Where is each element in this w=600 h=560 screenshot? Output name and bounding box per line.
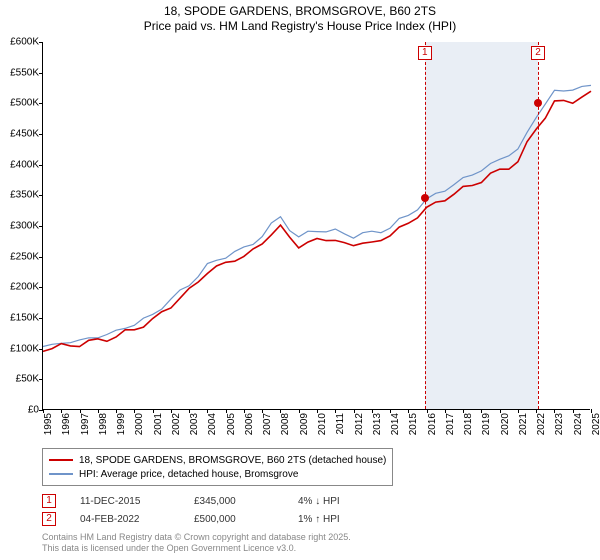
event-row: 1 11-DEC-2015 £345,000 4% ↓ HPI: [42, 492, 340, 510]
chart-lines: [43, 42, 590, 409]
event-date: 04-FEB-2022: [80, 514, 170, 525]
marker-vline: [425, 42, 426, 409]
x-axis-tick-label: 2001: [153, 413, 164, 435]
x-axis-tick-label: 2000: [134, 413, 145, 435]
y-axis-tick-label: £550K: [10, 67, 39, 78]
marker-label-box: 1: [418, 46, 432, 60]
x-axis-tick-label: 2015: [408, 413, 419, 435]
chart-title-line2: Price paid vs. HM Land Registry's House …: [0, 19, 600, 33]
marker-label-box: 2: [531, 46, 545, 60]
chart-title-line1: 18, SPODE GARDENS, BROMSGROVE, B60 2TS: [0, 4, 600, 18]
x-axis-tick-label: 2019: [481, 413, 492, 435]
x-axis-tick-label: 1995: [43, 413, 54, 435]
event-marker-num: 1: [42, 494, 56, 508]
legend-item: HPI: Average price, detached house, Brom…: [49, 467, 386, 481]
y-axis-tick-label: £150K: [10, 313, 39, 324]
event-delta: 1% ↑ HPI: [298, 514, 340, 525]
event-marker-num: 2: [42, 512, 56, 526]
y-axis-tick-label: £200K: [10, 282, 39, 293]
y-axis-tick-label: £0: [28, 405, 39, 416]
marker-dot: [534, 99, 542, 107]
x-axis-tick-label: 2013: [372, 413, 383, 435]
chart-container: 18, SPODE GARDENS, BROMSGROVE, B60 2TS P…: [0, 0, 600, 560]
legend: 18, SPODE GARDENS, BROMSGROVE, B60 2TS (…: [42, 448, 393, 486]
legend-label: 18, SPODE GARDENS, BROMSGROVE, B60 2TS (…: [79, 455, 386, 466]
footer: Contains HM Land Registry data © Crown c…: [42, 532, 351, 554]
y-axis-tick-label: £300K: [10, 221, 39, 232]
x-axis-tick-label: 2002: [171, 413, 182, 435]
x-axis-tick-label: 2003: [189, 413, 200, 435]
x-axis-tick-label: 2010: [317, 413, 328, 435]
y-axis-tick-label: £350K: [10, 190, 39, 201]
x-axis-tick-label: 2008: [280, 413, 291, 435]
x-axis-tick-label: 2018: [463, 413, 474, 435]
x-axis-tick-label: 2020: [500, 413, 511, 435]
x-axis-tick-label: 2016: [427, 413, 438, 435]
y-axis-tick-label: £450K: [10, 129, 39, 140]
chart-title-block: 18, SPODE GARDENS, BROMSGROVE, B60 2TS P…: [0, 0, 600, 33]
y-axis-tick-label: £50K: [16, 374, 39, 385]
series-line: [43, 85, 591, 346]
footer-line1: Contains HM Land Registry data © Crown c…: [42, 532, 351, 543]
y-axis-tick-label: £500K: [10, 98, 39, 109]
footer-line2: This data is licensed under the Open Gov…: [42, 543, 351, 554]
x-axis-tick-label: 2005: [226, 413, 237, 435]
legend-swatch: [49, 459, 73, 461]
x-axis-tick-label: 1998: [98, 413, 109, 435]
x-axis-tick-label: 2009: [299, 413, 310, 435]
x-axis-tick-label: 2011: [335, 413, 346, 435]
x-axis-tick-label: 1997: [80, 413, 91, 435]
x-axis-tick-label: 2007: [262, 413, 273, 435]
marker-vline: [538, 42, 539, 409]
x-axis-tick-label: 2017: [445, 413, 456, 435]
plot-area: £0£50K£100K£150K£200K£250K£300K£350K£400…: [42, 42, 590, 410]
y-axis-tick-label: £250K: [10, 251, 39, 262]
x-axis-tick-label: 1996: [61, 413, 72, 435]
legend-item: 18, SPODE GARDENS, BROMSGROVE, B60 2TS (…: [49, 453, 386, 467]
x-axis-tick-label: 2024: [573, 413, 584, 435]
event-date: 11-DEC-2015: [80, 496, 170, 507]
x-axis-tick-label: 2006: [244, 413, 255, 435]
marker-dot: [421, 194, 429, 202]
x-axis-tick-label: 1999: [116, 413, 127, 435]
y-axis-tick-label: £400K: [10, 159, 39, 170]
y-axis-tick-label: £100K: [10, 343, 39, 354]
legend-swatch: [49, 473, 73, 475]
event-row: 2 04-FEB-2022 £500,000 1% ↑ HPI: [42, 510, 340, 528]
events-table: 1 11-DEC-2015 £345,000 4% ↓ HPI 2 04-FEB…: [42, 492, 340, 528]
x-axis-tick-label: 2021: [518, 413, 529, 435]
legend-label: HPI: Average price, detached house, Brom…: [79, 469, 298, 480]
event-delta: 4% ↓ HPI: [298, 496, 340, 507]
x-axis-tick-label: 2012: [354, 413, 365, 435]
event-price: £345,000: [194, 496, 274, 507]
series-line: [43, 91, 591, 351]
x-axis-tick-label: 2004: [207, 413, 218, 435]
x-axis-tick-label: 2023: [554, 413, 565, 435]
x-axis-tick-label: 2014: [390, 413, 401, 435]
x-axis-tick-label: 2025: [591, 413, 600, 435]
event-price: £500,000: [194, 514, 274, 525]
y-axis-tick-label: £600K: [10, 37, 39, 48]
x-axis-tick-label: 2022: [536, 413, 547, 435]
